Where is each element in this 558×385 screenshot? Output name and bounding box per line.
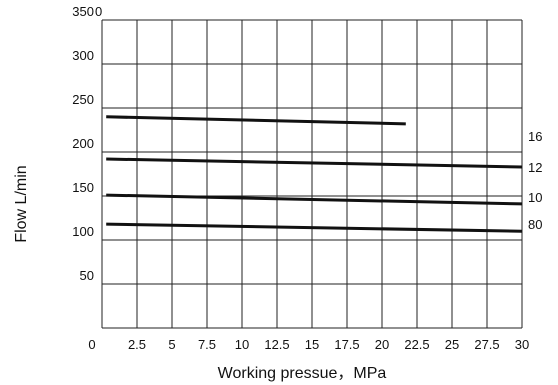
x-tick-label: 27.5 (474, 337, 499, 352)
x-tick-label: 10 (235, 337, 249, 352)
y-tick-label: 50 (80, 268, 94, 283)
series-line-12 (106, 157, 523, 169)
y-tick-label: 300 (72, 48, 94, 63)
x-tick-label: 2.5 (128, 337, 146, 352)
series-label-12: 12 (528, 160, 542, 175)
y-top-extra-label: 0 (95, 4, 102, 19)
x-tick-label: 15 (305, 337, 319, 352)
x-tick-label: 25 (445, 337, 459, 352)
x-tick-label: 17.5 (334, 337, 359, 352)
y-tick-labels: 50 100 150 200 250 300 350 (72, 4, 94, 283)
y-tick-label: 150 (72, 180, 94, 195)
series-label-80: 80 (528, 217, 542, 232)
y-axis-title: Flow L/min (13, 165, 30, 242)
x-tick-label: 22.5 (404, 337, 429, 352)
series-line-10 (106, 193, 523, 206)
series-lines (106, 115, 523, 233)
x-tick-label: 0 (88, 337, 95, 352)
y-tick-label: 350 (72, 4, 94, 19)
x-tick-label: 20 (375, 337, 389, 352)
series-label-16: 16 (528, 129, 542, 144)
chart-grid (101, 19, 523, 329)
series-labels: 16 12 10 80 (528, 129, 542, 232)
x-axis-title: Working pressue，MPa (218, 365, 387, 382)
series-line-16 (106, 115, 406, 126)
y-tick-label: 200 (72, 136, 94, 151)
series-label-10: 10 (528, 190, 542, 205)
x-tick-label: 30 (515, 337, 529, 352)
series-line-80 (106, 222, 523, 233)
x-tick-label: 7.5 (198, 337, 216, 352)
x-tick-label: 12.5 (264, 337, 289, 352)
x-tick-labels: 0 2.5 5 7.5 10 12.5 15 17.5 20 22.5 25 27.5 30 (88, 337, 529, 352)
x-tick-label: 5 (168, 337, 175, 352)
y-tick-label: 100 (72, 224, 94, 239)
y-tick-label: 250 (72, 92, 94, 107)
